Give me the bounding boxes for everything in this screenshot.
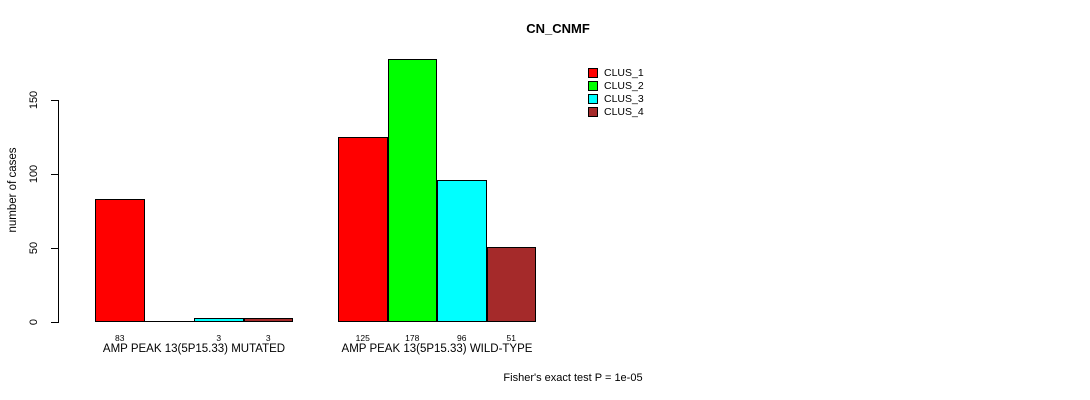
y-axis-tick-label: 0 [28,318,40,326]
y-axis-label: number of cases [7,147,19,233]
legend-row-clus_4: CLUS_4 [588,105,644,118]
bar-clus_1-group2 [338,137,388,322]
x-group-label-wildtype: AMP PEAK 13(5P15.33) WILD-TYPE [341,343,533,355]
x-group-label-mutated: AMP PEAK 13(5P15.33) MUTATED [102,343,286,355]
y-axis-tick [51,100,58,101]
legend-row-clus_2: CLUS_2 [588,79,644,92]
y-axis-tick-label: 100 [28,164,40,184]
legend-swatch-icon [588,67,598,78]
bar-value-label: 3 [216,333,222,343]
y-axis-tick-label: 50 [28,241,40,255]
y-axis-tick [51,174,58,175]
legend-swatch-icon [588,93,598,104]
legend-label: CLUS_1 [604,66,644,79]
legend-label: CLUS_3 [604,92,644,105]
bar-value-label: 51 [506,333,516,343]
bar-clus_4-group1 [243,317,293,322]
bar-value-label: 96 [457,333,467,343]
fisher-test-note: Fisher's exact test P = 1e-05 [503,372,643,384]
bar-value-label: 3 [265,333,271,343]
y-axis-tick [51,322,58,323]
bar-value-label: 178 [405,333,420,343]
bar-clus_2-group2 [387,58,437,322]
legend-row-clus_1: CLUS_1 [588,66,644,79]
chart-title: CN_CNMF [526,21,590,36]
legend-swatch-icon [588,106,598,117]
y-axis-tick-label: 150 [28,90,40,110]
bar-value-label: 83 [115,333,125,343]
legend: CLUS_1 CLUS_2 CLUS_3 CLUS_4 [588,66,644,118]
bar-clus_2-group1-zero [144,321,194,322]
bar-clus_3-group1 [194,317,244,322]
legend-swatch-icon [588,80,598,91]
bar-value-label: 125 [355,333,370,343]
bar-clus_3-group2 [437,179,487,322]
legend-label: CLUS_2 [604,79,644,92]
bar-clus_4-group2 [486,246,536,322]
bar-clus_1-group1 [95,199,145,322]
y-axis-line [58,100,59,323]
legend-label: CLUS_4 [604,105,644,118]
legend-row-clus_3: CLUS_3 [588,92,644,105]
y-axis-tick [51,248,58,249]
